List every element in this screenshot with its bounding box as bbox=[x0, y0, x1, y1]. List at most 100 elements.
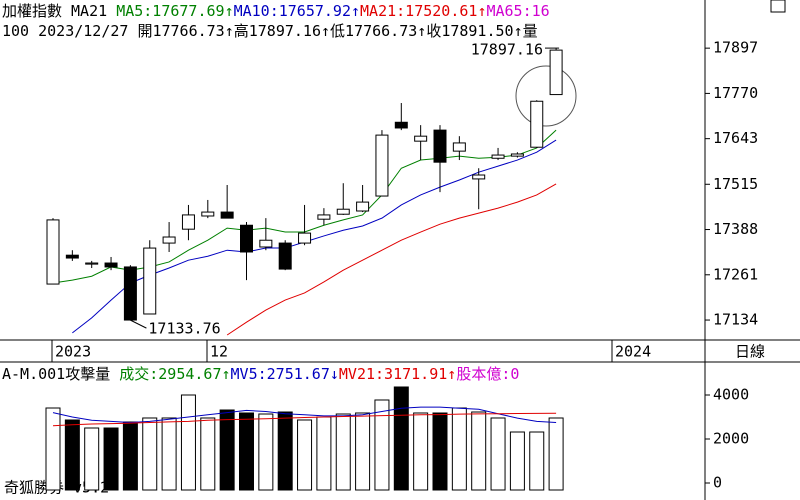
y-tick-label: 17515 bbox=[713, 175, 758, 193]
volume-bar bbox=[374, 399, 390, 491]
candle-body bbox=[510, 153, 524, 157]
volume-bar bbox=[64, 419, 80, 491]
candle-body bbox=[201, 211, 215, 217]
volume-bar bbox=[277, 411, 293, 491]
leader bbox=[130, 319, 147, 329]
candle-body bbox=[452, 142, 466, 152]
volume-bar bbox=[219, 409, 235, 491]
arrow: ↑ bbox=[417, 22, 427, 40]
x-tick-label: 12 bbox=[210, 343, 228, 361]
candle-body bbox=[433, 129, 447, 163]
candle-body bbox=[394, 121, 408, 129]
candle-body bbox=[414, 135, 428, 142]
y-tick-label: 0 bbox=[713, 474, 722, 492]
candle-body bbox=[240, 224, 253, 253]
volume-bar bbox=[84, 427, 100, 491]
highlight-circle bbox=[515, 65, 577, 127]
price-header: 加權指數 MA21 MA5:17677.69↑MA10:17657.92↑MA2… bbox=[2, 1, 702, 21]
volume-bar bbox=[471, 411, 487, 491]
y-tick-label: 4000 bbox=[713, 386, 749, 404]
candle-body bbox=[278, 242, 292, 270]
annotation: 17133.76 bbox=[148, 320, 220, 338]
x-tick-label: 2023 bbox=[55, 343, 91, 361]
quote: 收17891.50 bbox=[426, 22, 514, 40]
volume-bar bbox=[451, 407, 467, 491]
mv5: MV5:2751.67 bbox=[230, 365, 330, 383]
candle-body bbox=[162, 236, 176, 244]
y-tick-label: 17897 bbox=[713, 39, 758, 57]
volume-bar bbox=[297, 419, 313, 491]
volume-bar bbox=[161, 417, 177, 491]
candle-body bbox=[472, 174, 486, 180]
ma21: MA21:17520.61 bbox=[360, 2, 478, 20]
quote: 量 bbox=[522, 22, 538, 40]
volume-bar bbox=[258, 413, 274, 491]
volume-bar bbox=[316, 416, 332, 491]
candle-body bbox=[549, 49, 563, 96]
y-tick-label: 17261 bbox=[713, 265, 758, 283]
y-tick-label: 17770 bbox=[713, 84, 758, 102]
volume-bar bbox=[509, 431, 525, 491]
volume-bar bbox=[180, 394, 196, 491]
arrow: ↑ bbox=[224, 2, 234, 20]
arrow: ↑ bbox=[224, 22, 234, 40]
y-tick-label: 17643 bbox=[713, 129, 758, 147]
candle-body bbox=[65, 254, 79, 259]
volume-bar bbox=[122, 421, 138, 491]
candle-body bbox=[259, 239, 273, 248]
ma5: MA5:17677.69 bbox=[116, 2, 225, 20]
volume-bar bbox=[432, 412, 448, 491]
candle-body bbox=[298, 232, 312, 244]
y-tick-label: 17388 bbox=[713, 220, 758, 238]
ma-line bbox=[226, 183, 557, 336]
candle-body bbox=[123, 266, 137, 321]
volume-bar bbox=[335, 413, 351, 491]
ma65: MA65:16 bbox=[486, 2, 550, 20]
volume: 成交:2954.67 bbox=[119, 365, 222, 383]
y-tick-label: 2000 bbox=[713, 430, 749, 448]
arrow: ↑ bbox=[221, 365, 231, 383]
candle-body bbox=[46, 219, 60, 285]
window-icon[interactable] bbox=[770, 0, 786, 13]
y-tick-label: 17134 bbox=[713, 311, 758, 329]
ma-line bbox=[52, 406, 557, 424]
arrow: ↑ bbox=[447, 365, 457, 383]
arrow: ↑ bbox=[351, 2, 361, 20]
indicator: A-M.001攻擊量 bbox=[2, 365, 111, 383]
volume-bar bbox=[45, 407, 61, 491]
volume-bar bbox=[142, 417, 158, 491]
mv21: MV21:3171.91 bbox=[338, 365, 448, 383]
quote-header: 100 2023/12/27 開17766.73↑高17897.16↑低1776… bbox=[2, 21, 800, 41]
candle-body bbox=[85, 262, 99, 265]
candle-body bbox=[491, 154, 505, 159]
candle-body bbox=[181, 214, 195, 230]
volume-bar bbox=[490, 417, 506, 491]
arrow: ↑ bbox=[321, 22, 331, 40]
volume-bar bbox=[355, 412, 371, 491]
arrow: ↑ bbox=[513, 22, 523, 40]
ma10: MA10:17657.92 bbox=[233, 2, 351, 20]
x-tick-label: 2024 bbox=[615, 343, 651, 361]
candle-body bbox=[356, 201, 370, 212]
annotation: 17897.16 bbox=[471, 41, 543, 59]
header-text: 加權指數 MA21 bbox=[2, 2, 108, 20]
volume-bar bbox=[393, 386, 409, 491]
candle-body bbox=[336, 208, 350, 215]
volume-bar bbox=[548, 417, 564, 491]
volume-bar bbox=[200, 417, 216, 491]
volume-bar bbox=[103, 427, 119, 491]
candle-body bbox=[220, 211, 234, 219]
candle-body bbox=[375, 134, 389, 197]
volume-bar bbox=[529, 431, 545, 491]
quote: 低17766.73 bbox=[330, 22, 418, 40]
quote: 高17897.16 bbox=[233, 22, 321, 40]
arrow: ↓ bbox=[329, 365, 339, 383]
arrow: ↑ bbox=[477, 2, 487, 20]
ma-line bbox=[52, 412, 557, 427]
volume-bar bbox=[413, 412, 429, 491]
candle-body bbox=[143, 247, 157, 315]
quote: 100 2023/12/27 開17766.73 bbox=[2, 22, 225, 40]
capital: 股本億:0 bbox=[456, 365, 520, 383]
